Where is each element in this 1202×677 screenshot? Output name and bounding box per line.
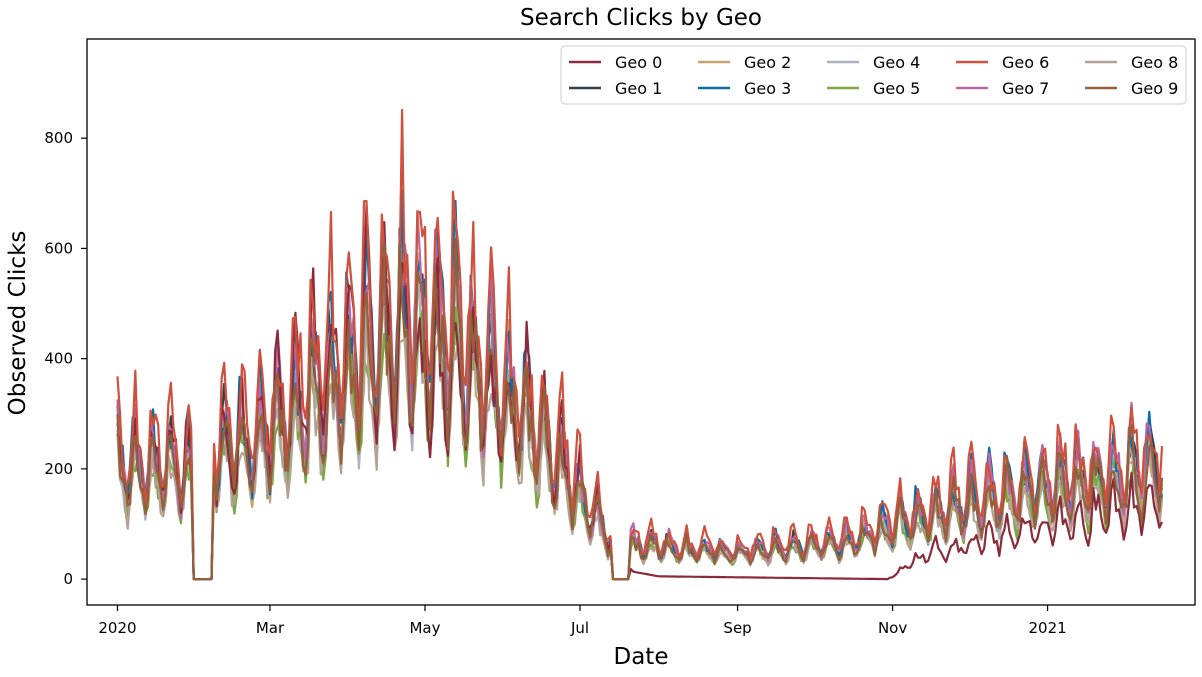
y-axis-label: Observed Clicks xyxy=(5,231,31,416)
legend-label: Geo 6 xyxy=(1002,53,1049,72)
x-axis-ticks: 2020 Mar May Jul Sep Nov 2021 xyxy=(98,605,1067,637)
legend-label: Geo 3 xyxy=(744,79,791,98)
legend-label: Geo 5 xyxy=(873,79,920,98)
plot-lines xyxy=(116,108,1164,581)
legend-label: Geo 8 xyxy=(1131,53,1178,72)
legend-label: Geo 7 xyxy=(1002,79,1049,98)
legend-label: Geo 2 xyxy=(744,53,791,72)
series-line-geo-0 xyxy=(116,203,1164,581)
y-tick-label: 200 xyxy=(44,460,73,478)
series-line-geo-6 xyxy=(116,108,1164,581)
legend-label: Geo 4 xyxy=(873,53,920,72)
x-tick-label: 2020 xyxy=(98,619,136,637)
x-tick-label: Mar xyxy=(256,619,285,637)
x-tick-label: May xyxy=(409,619,440,637)
series-line-geo-9 xyxy=(116,237,1164,581)
x-tick-label: Sep xyxy=(723,619,751,637)
legend-label: Geo 1 xyxy=(615,79,662,98)
y-tick-label: 0 xyxy=(63,570,73,588)
chart-title: Search Clicks by Geo xyxy=(520,5,762,31)
legend-label: Geo 9 xyxy=(1131,79,1178,98)
y-tick-label: 800 xyxy=(44,129,73,147)
legend-label: Geo 0 xyxy=(615,53,662,72)
plot-frame xyxy=(86,38,1196,606)
x-tick-label: 2021 xyxy=(1029,619,1067,637)
x-tick-label: Nov xyxy=(878,619,907,637)
y-tick-label: 400 xyxy=(44,350,73,368)
x-axis-label: Date xyxy=(614,644,669,670)
legend-box xyxy=(560,45,1187,105)
legend: Geo 0 Geo 1 Geo 2 Geo 3 Geo 4 Geo 5 Geo 6 Geo 7… xyxy=(560,45,1187,105)
x-tick-label: Jul xyxy=(570,619,589,637)
y-tick-label: 600 xyxy=(44,239,73,257)
y-axis-ticks: 0 200 400 600 800 xyxy=(44,129,87,588)
